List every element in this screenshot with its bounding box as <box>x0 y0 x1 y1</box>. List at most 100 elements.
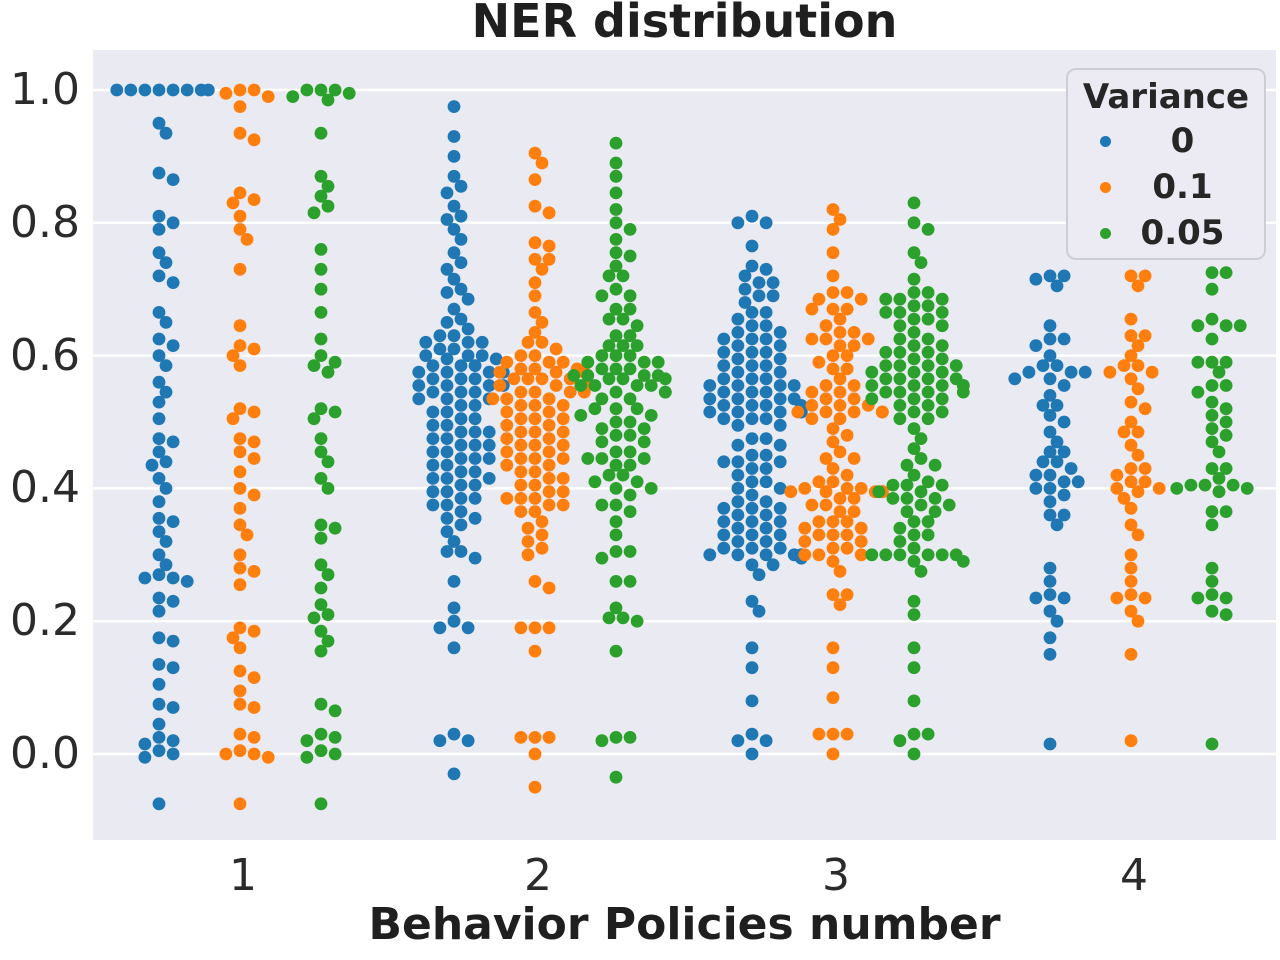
swarm-point <box>528 452 542 465</box>
swarm-point <box>819 485 833 499</box>
swarm-point <box>595 734 609 748</box>
swarm-point <box>745 319 759 333</box>
swarm-point <box>440 352 454 366</box>
legend-item: 0.1 <box>1068 164 1264 210</box>
swarm-point <box>602 339 616 352</box>
swarm-point <box>752 276 766 289</box>
swarm-point <box>658 385 672 399</box>
swarm-point <box>314 432 328 445</box>
swarm-point <box>731 216 745 230</box>
swarm-point <box>447 601 461 615</box>
swarm-point <box>1043 409 1057 422</box>
swarm-point <box>314 472 328 485</box>
swarm-point <box>616 269 630 283</box>
swarm-point <box>1022 365 1036 379</box>
swarm-point <box>152 525 166 538</box>
swarm-point <box>535 528 549 542</box>
swarm-point <box>166 701 180 714</box>
swarm-point <box>812 292 826 306</box>
swarm-point <box>847 339 861 352</box>
swarm-point <box>759 306 773 319</box>
swarm-point <box>900 458 914 472</box>
y-tick-label: 0.2 <box>10 595 80 647</box>
swarm-point <box>879 385 893 399</box>
swarm-point <box>321 93 335 107</box>
swarm-point <box>1219 505 1233 518</box>
swarm-point <box>166 339 180 352</box>
swarm-point <box>623 445 637 459</box>
swarm-point <box>233 209 247 223</box>
swarm-point <box>461 349 475 362</box>
swarm-point <box>1057 332 1071 346</box>
swarm-point <box>447 302 461 316</box>
swarm-point <box>440 485 454 499</box>
swarm-point <box>935 292 949 306</box>
swarm-point <box>247 565 261 578</box>
swarm-point <box>152 797 166 811</box>
swarm-point <box>1043 332 1057 346</box>
swarm-point <box>500 418 514 432</box>
swarm-point <box>447 329 461 343</box>
swarm-point <box>180 83 194 97</box>
swarm-point <box>745 515 759 528</box>
swarm-point <box>745 332 759 346</box>
swarm-point <box>833 339 847 352</box>
swarm-point <box>1205 505 1219 518</box>
swarm-point <box>314 744 328 758</box>
swarm-point <box>651 355 665 369</box>
swarm-point <box>468 478 482 492</box>
swarm-point <box>152 246 166 260</box>
swarm-point <box>426 472 440 485</box>
chart-title: NER distribution <box>471 0 898 48</box>
swarm-point <box>240 233 254 246</box>
swarm-point <box>773 482 787 495</box>
swarm-point <box>759 495 773 509</box>
swarm-point <box>1043 269 1057 283</box>
swarm-point <box>1198 478 1212 492</box>
swarm-point <box>819 319 833 333</box>
swarm-point <box>595 349 609 362</box>
swarm-point <box>500 492 514 505</box>
swarm-point <box>759 508 773 522</box>
swarm-point <box>745 694 759 708</box>
swarm-point <box>1043 631 1057 645</box>
swarm-point <box>745 359 759 372</box>
swarm-point <box>440 262 454 276</box>
swarm-point <box>1219 591 1233 605</box>
swarm-point <box>900 478 914 492</box>
swarm-point <box>921 286 935 299</box>
swarm-point <box>314 797 328 811</box>
swarm-point <box>433 342 447 356</box>
swarm-point <box>482 472 496 485</box>
swarm-point <box>928 458 942 472</box>
swarm-point <box>166 83 180 97</box>
swarm-point <box>956 555 970 568</box>
swarm-point <box>840 428 854 442</box>
swarm-point <box>542 355 556 369</box>
swarm-point <box>717 359 731 372</box>
swarm-point <box>482 425 496 439</box>
swarm-point <box>914 498 928 512</box>
swarm-point <box>745 412 759 426</box>
swarm-point <box>907 326 921 339</box>
swarm-point <box>921 223 935 236</box>
swarm-point <box>1131 359 1145 372</box>
swarm-point <box>819 498 833 512</box>
swarm-point <box>233 621 247 635</box>
swarm-point <box>847 405 861 419</box>
swarm-point <box>773 418 787 432</box>
swarm-point <box>609 216 623 230</box>
swarm-point <box>759 385 773 399</box>
swarm-point <box>328 405 342 419</box>
swarm-point <box>805 498 819 512</box>
swarm-point <box>440 545 454 558</box>
swarm-point <box>1043 468 1057 482</box>
swarm-point <box>1219 428 1233 442</box>
swarm-point <box>1117 425 1131 439</box>
swarm-point <box>514 492 528 505</box>
swarm-point <box>703 405 717 419</box>
swarm-point <box>893 306 907 319</box>
swarm-point <box>623 249 637 263</box>
swarm-point <box>738 296 752 309</box>
